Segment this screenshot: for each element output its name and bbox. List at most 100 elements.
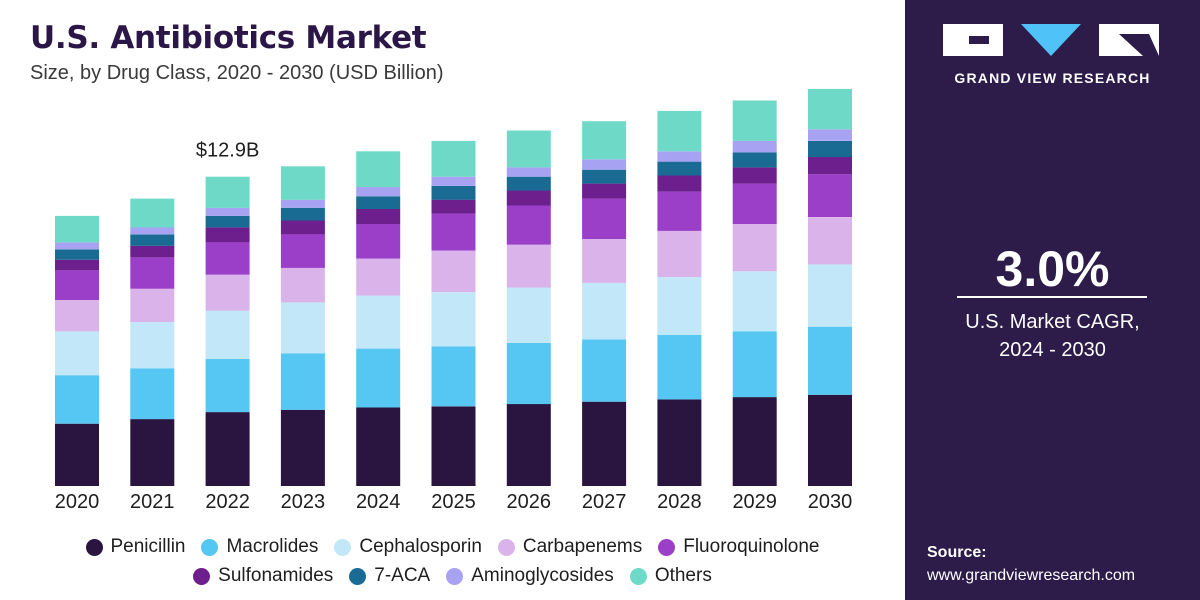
bar-segment-carbapenems-2023 [280,267,325,303]
bar-segment-fluoroquinolone-2025 [431,213,476,251]
legend-row-2: Sulfonamides 7-ACA Aminoglycosides Others [0,565,905,587]
x-tick-label-2023: 2023 [281,491,326,513]
chart-subtitle: Size, by Drug Class, 2020 - 2030 (USD Bi… [30,62,444,84]
bar-segment-aminoglycosides-2022 [205,207,250,216]
bar-segment-aminoglycosides-2026 [506,167,551,177]
legend-item-fluoroquinolone: Fluoroquinolone [658,536,820,558]
bar-segment-penicillin-2025 [431,406,476,486]
bar-segment-fluoroquinolone-2027 [582,198,627,239]
legend-swatch-carbapenems [497,538,515,556]
legend-item-others: Others [629,565,712,587]
x-tick-label-2029: 2029 [732,491,777,513]
brand-name: GRAND VIEW RESEARCH [954,70,1151,86]
cagr-label: U.S. Market CAGR, 2024 - 2030 [905,308,1200,364]
bar-segment-penicillin-2020 [55,423,99,486]
legend-label-macrolides: Macrolides [226,536,319,557]
bar-segment-7-aca-2025 [431,185,476,200]
legend-item-7-aca: 7-ACA [349,565,430,587]
legend-swatch-7-aca [349,567,367,585]
bar-segment-aminoglycosides-2028 [657,151,702,162]
bar-segment-penicillin-2029 [732,397,777,486]
bar-segment-7-aca-2028 [657,161,702,176]
x-tick-label-2024: 2024 [356,491,401,513]
bar-segment-cephalosporin-2023 [280,302,325,354]
bar-segment-others-2023 [280,166,325,200]
bar-segment-cephalosporin-2029 [732,271,777,332]
source-link[interactable]: www.grandviewresearch.com [927,567,1136,584]
bar-segment-7-aca-2022 [205,215,250,228]
bar-segment-aminoglycosides-2025 [431,176,476,186]
bar-segment-aminoglycosides-2020 [55,242,99,250]
bar-segment-cephalosporin-2028 [657,277,702,335]
legend-label-carbapenems: Carbapenems [522,536,643,557]
legend-swatch-fluoroquinolone [658,538,676,556]
legend-item-cephalosporin: Cephalosporin [334,536,482,558]
bar-segment-7-aca-2023 [280,207,325,221]
bar-segment-penicillin-2023 [280,409,325,486]
legend-item-macrolides: Macrolides [201,536,318,558]
legend-swatch-penicillin [85,538,103,556]
bar-segment-carbapenems-2029 [732,224,777,272]
bar-segment-7-aca-2027 [582,169,627,184]
bar-segment-7-aca-2021 [130,234,175,246]
bar-segment-carbapenems-2030 [808,217,852,265]
bar-segment-penicillin-2026 [506,404,551,486]
bar-segment-cephalosporin-2027 [582,282,627,340]
x-tick-label-2021: 2021 [130,491,175,513]
x-tick-label-2020: 2020 [55,491,100,513]
bar-segment-macrolides-2029 [732,331,777,398]
bar-segment-sulfonamides-2024 [356,209,401,224]
bar-segment-carbapenems-2022 [205,274,250,311]
bar-segment-penicillin-2027 [582,401,627,486]
chart-title: U.S. Antibiotics Market [30,20,427,56]
bar-segment-fluoroquinolone-2021 [130,257,175,289]
bar-segment-cephalosporin-2024 [356,295,401,349]
bar-segment-cephalosporin-2030 [808,264,852,327]
bar-segment-fluoroquinolone-2022 [205,242,250,275]
bar-segment-carbapenems-2020 [55,300,99,332]
legend-label-penicillin: Penicillin [110,536,186,557]
legend-item-carbapenems: Carbapenems [497,536,643,558]
bar-segment-sulfonamides-2026 [506,190,551,206]
bar-segment-others-2022 [205,176,250,208]
legend-label-aminoglycosides: Aminoglycosides [471,565,614,586]
bar-segment-cephalosporin-2020 [55,331,99,376]
legend-swatch-sulfonamides [193,567,211,585]
bar-segment-aminoglycosides-2023 [280,199,325,208]
legend-label-7-aca: 7-ACA [374,565,431,586]
bar-segment-fluoroquinolone-2020 [55,270,99,301]
bar-segment-sulfonamides-2020 [55,259,99,271]
bar-segment-macrolides-2024 [356,348,401,408]
bar-segment-cephalosporin-2026 [506,287,551,343]
bar-segment-fluoroquinolone-2026 [506,205,551,245]
legend-item-sulfonamides: Sulfonamides [193,565,333,587]
legend-swatch-cephalosporin [334,538,352,556]
bar-segment-macrolides-2027 [582,339,627,402]
x-tick-label-2026: 2026 [507,491,552,513]
bar-segment-carbapenems-2026 [506,244,551,288]
bar-segment-carbapenems-2025 [431,250,476,293]
bar-segment-fluoroquinolone-2030 [808,174,852,217]
bar-segment-aminoglycosides-2024 [356,187,401,197]
bar-segment-others-2028 [657,110,702,152]
bar-segment-aminoglycosides-2021 [130,227,175,235]
bar-segment-sulfonamides-2022 [205,227,250,243]
bar-segment-macrolides-2025 [431,346,476,407]
legend-label-cephalosporin: Cephalosporin [359,536,482,557]
bar-segment-others-2024 [356,151,401,188]
cagr-divider [957,296,1147,298]
bar-segment-7-aca-2026 [506,176,551,191]
bar-segment-others-2027 [582,121,627,160]
bar-segment-macrolides-2023 [280,353,325,410]
cagr-label-line-2: 2024 - 2030 [999,339,1106,361]
bar-segment-cephalosporin-2025 [431,292,476,347]
x-tick-label-2027: 2027 [582,491,627,513]
chart-panel: U.S. Antibiotics Market Size, by Drug Cl… [0,20,905,587]
bar-segment-aminoglycosides-2027 [582,159,627,170]
bar-segment-sulfonamides-2030 [808,157,852,175]
legend-swatch-macrolides [201,538,219,556]
bar-segment-macrolides-2021 [130,368,175,420]
legend-swatch-others [629,567,647,585]
legend-label-sulfonamides: Sulfonamides [218,565,334,586]
gvr-logo [943,24,1159,56]
